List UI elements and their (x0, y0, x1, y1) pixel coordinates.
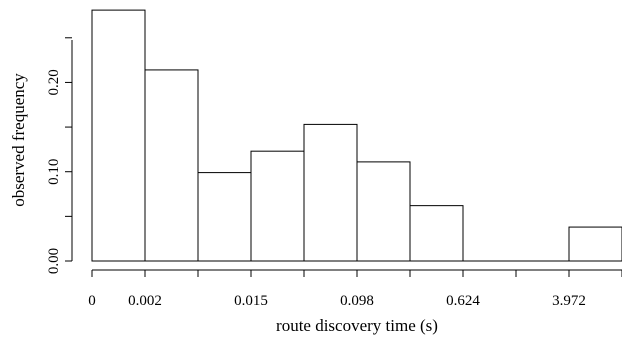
bar-5 (303, 123, 358, 262)
y-axis-label: observed frequency (9, 73, 28, 207)
bar-7 (409, 205, 464, 262)
x-tick-label: 0.098 (340, 293, 374, 309)
bar-1 (91, 9, 146, 262)
x-axis: 0 0.002 0.015 0.098 0.624 3.972 (88, 269, 622, 309)
x-tick-label: 0.015 (234, 293, 268, 309)
x-tick-label: 3.972 (552, 293, 586, 309)
x-axis-label: route discovery time (s) (276, 316, 438, 335)
x-tick-label: 0.002 (128, 293, 162, 309)
y-axis: 0.00 0.10 0.20 (46, 37, 73, 274)
bar-3 (197, 172, 252, 262)
bars-group (91, 9, 622, 262)
bar-4 (250, 150, 305, 262)
bar-2 (144, 69, 199, 262)
x-tick-label: 0 (88, 293, 96, 309)
y-tick-label: 0.10 (46, 159, 62, 185)
bar-10 (568, 226, 622, 262)
y-tick-label: 0.00 (46, 248, 62, 274)
x-tick-label: 0.624 (446, 293, 480, 309)
bar-6 (356, 161, 411, 262)
y-tick-label: 0.20 (46, 69, 62, 95)
